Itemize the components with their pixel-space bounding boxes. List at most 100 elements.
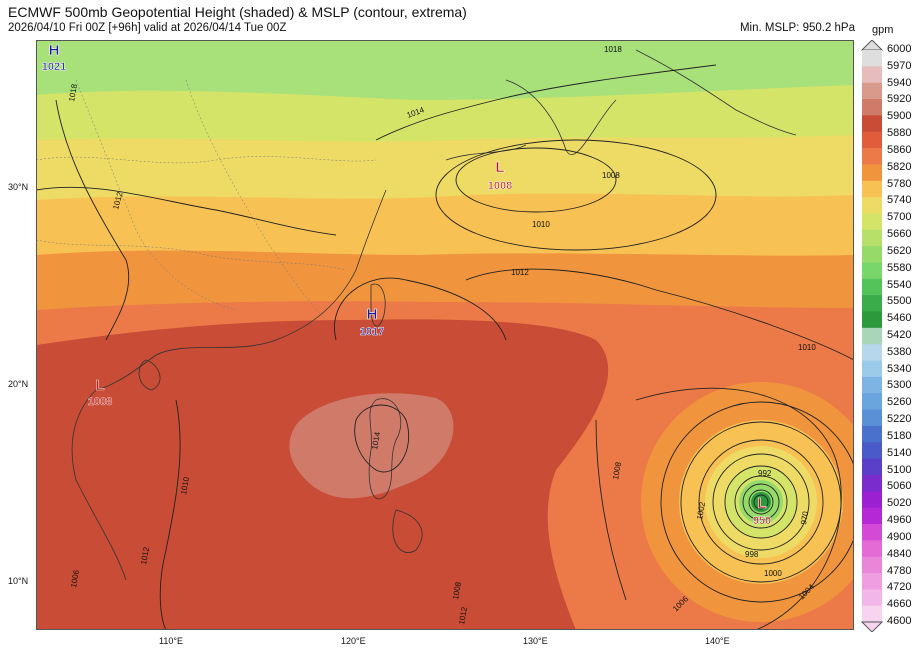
colorbar-swatch	[862, 180, 882, 198]
colorbar-tick-label: 5060	[887, 480, 912, 493]
colorbar-tick-label: 5970	[887, 59, 912, 72]
colorbar-tick-label: 5920	[887, 93, 912, 106]
pressure-center-l-indochina: L 1008	[88, 377, 113, 409]
colorbar-tick-label: 5500	[887, 295, 912, 308]
colorbar-max-arrow	[861, 40, 883, 51]
colorbar-tick-label: 5820	[887, 160, 912, 173]
colorbar-tick-label: 4660	[887, 598, 912, 611]
svg-text:L: L	[95, 377, 104, 394]
colorbar-tick-label: 4960	[887, 514, 912, 527]
colorbar-tick-label: 5260	[887, 396, 912, 409]
province-borders	[36, 79, 377, 321]
colorbar-swatch	[862, 246, 882, 263]
isobar-label: 1002	[695, 501, 707, 521]
colorbar-tick-label: 5780	[887, 177, 912, 190]
colorbar-swatch	[862, 458, 882, 476]
colorbar-swatch	[862, 556, 882, 574]
lon-label-130e: 130°E	[523, 636, 548, 646]
colorbar-swatch	[862, 164, 882, 182]
isobar-label: 1012	[457, 606, 469, 626]
colorbar-swatch	[862, 213, 882, 231]
isobar-label: 1018	[604, 45, 622, 54]
colorbar-tick-label: 5880	[887, 127, 912, 140]
colorbar-tick-label: 5940	[887, 76, 912, 89]
colorbar-swatch	[862, 278, 882, 296]
colorbar-tick-label: 5420	[887, 329, 912, 341]
colorbar-tick-label: 4720	[887, 581, 912, 594]
colorbar-tick-label: 4600	[887, 615, 912, 627]
lat-label-30n: 30°N	[8, 182, 29, 192]
colorbar-tick-label: 4900	[887, 530, 912, 543]
colorbar-swatch	[862, 507, 882, 525]
pressure-center-l-east-china-sea: L 1008	[488, 159, 513, 193]
svg-text:1008: 1008	[488, 180, 512, 192]
colorbar-tick-label: 5460	[887, 312, 912, 325]
min-mslp-readout: Min. MSLP: 950.2 hPa	[739, 22, 855, 34]
lat-label-10n: 10°N	[8, 576, 29, 586]
isobar-label: 1010	[798, 343, 816, 352]
colorbar-swatch	[862, 131, 882, 149]
svg-text:H: H	[367, 306, 378, 323]
colorbar-tick-label: 5700	[887, 211, 912, 224]
colorbar-swatch	[862, 540, 882, 558]
colorbar-tick-label: 5180	[887, 429, 912, 442]
colorbar-swatch	[862, 82, 882, 100]
colorbar-swatch	[862, 295, 882, 312]
isobar-label: 1014	[370, 431, 382, 451]
colorbar-tick-label: 5140	[887, 446, 912, 459]
colorbar-units: gpm	[872, 24, 894, 36]
colorbar-tick-label: 4840	[887, 547, 912, 560]
svg-text:1017: 1017	[360, 326, 384, 338]
lat-label-20n: 20°N	[8, 379, 29, 389]
isobar-label: 1018	[67, 83, 79, 103]
colorbar-tick-label: 5620	[887, 244, 912, 257]
colorbar-swatch	[862, 442, 882, 459]
colorbar-swatch	[862, 474, 882, 492]
colorbar-tick-label: 5580	[887, 261, 912, 274]
isobar-label: 1008	[611, 461, 623, 481]
colorbar-swatch	[862, 605, 882, 623]
isobar-label: 1008	[602, 171, 620, 180]
colorbar-swatch	[862, 589, 882, 607]
colorbar-swatch	[862, 344, 882, 361]
height-colorbar	[861, 40, 883, 632]
isobar-label: 1006	[69, 569, 81, 589]
colorbar-swatch	[862, 393, 882, 410]
colorbar-swatch	[862, 262, 882, 280]
colorbar-min-arrow	[861, 621, 883, 632]
lon-label-120e: 120°E	[341, 636, 366, 646]
svg-text:L: L	[757, 495, 766, 512]
colorbar-swatch	[862, 197, 882, 214]
isobar-label: 1010	[532, 220, 550, 229]
colorbar-tick-label: 5380	[887, 345, 912, 358]
svg-text:950: 950	[753, 515, 771, 527]
colorbar-swatch	[862, 99, 882, 116]
colorbar-tick-label: 5300	[887, 379, 912, 392]
pressure-center-h-taiwan: H 1017	[360, 306, 385, 339]
colorbar-swatch	[862, 572, 882, 590]
colorbar-tick-label: 5100	[887, 463, 912, 476]
colorbar-swatch	[862, 50, 882, 67]
lon-label-110e: 110°E	[159, 636, 183, 646]
colorbar-swatch	[862, 66, 882, 84]
pressure-center-h-north: H 1021	[42, 42, 67, 74]
colorbar-tick-label: 5540	[887, 278, 912, 291]
weather-map: 1018 1014 1012 1010 1008 1012 1010 1008 …	[36, 40, 854, 630]
map-title: ECMWF 500mb Geopotential Height (shaded)…	[8, 4, 467, 20]
valid-time-subtitle: 2026/04/10 Fri 00Z [+96h] valid at 2026/…	[8, 22, 287, 34]
colorbar-swatch	[862, 523, 882, 541]
isobar-label: 970	[799, 510, 810, 525]
isobar-label: 992	[758, 469, 772, 478]
svg-text:L: L	[495, 159, 504, 176]
svg-text:1008: 1008	[88, 396, 112, 408]
colorbar-tick-label: 5660	[887, 228, 912, 241]
colorbar-tick-label: 5220	[887, 413, 912, 426]
colorbar-swatch	[862, 409, 882, 427]
svg-text:1021: 1021	[42, 61, 66, 73]
colorbar-tick-label: 4780	[887, 564, 912, 577]
colorbar-swatch	[862, 311, 882, 329]
isobar-label: 1000	[764, 569, 782, 578]
colorbar-tick-label: 5340	[887, 362, 912, 375]
colorbar-tick-label: 5740	[887, 194, 912, 207]
isobar-label: 1010	[179, 476, 191, 496]
